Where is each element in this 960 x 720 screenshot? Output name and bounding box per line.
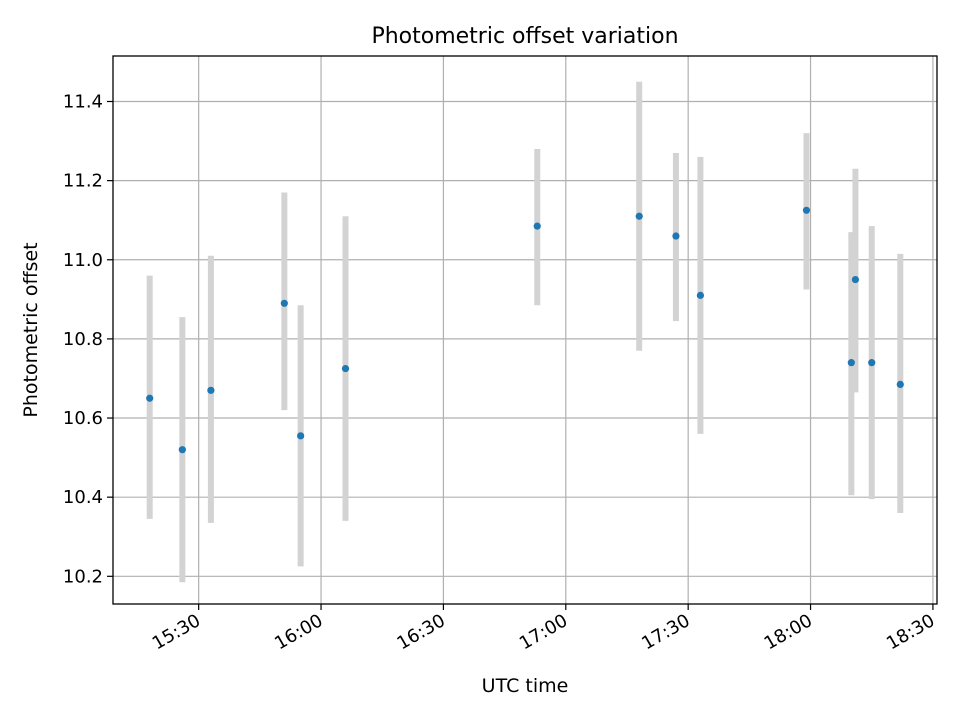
x-axis-label: UTC time — [482, 675, 569, 697]
chart-title: Photometric offset variation — [371, 24, 678, 49]
x-tick-label: 16:00 — [271, 610, 326, 654]
x-tick-label: 18:30 — [883, 610, 938, 654]
y-tick-label: 11.0 — [63, 250, 103, 271]
grid-lines — [113, 56, 937, 604]
x-tick-label: 16:30 — [393, 610, 448, 654]
data-point — [847, 359, 855, 367]
data-point — [146, 394, 154, 402]
data-point — [178, 446, 186, 454]
data-point — [896, 380, 904, 389]
data-points — [146, 206, 904, 454]
data-point — [533, 222, 541, 230]
data-point — [280, 299, 288, 307]
data-point — [851, 275, 860, 284]
y-tick-label: 11.2 — [63, 171, 103, 192]
data-point — [635, 212, 643, 220]
x-tick-label: 17:00 — [516, 610, 571, 654]
x-tick-label: 18:00 — [761, 610, 816, 654]
y-tick-label: 10.8 — [63, 329, 103, 350]
data-point — [868, 359, 876, 367]
data-point — [207, 386, 215, 394]
y-ticks: 10.2 10.4 10.6 10.8 11.0 11.2 11.4 — [63, 92, 113, 587]
data-point — [672, 232, 680, 240]
y-tick-label: 10.6 — [63, 408, 103, 429]
plot-frame — [112, 55, 938, 605]
data-point — [696, 291, 705, 299]
y-tick-label: 10.4 — [63, 487, 103, 508]
y-tick-label: 11.4 — [63, 92, 103, 113]
x-tick-label: 15:30 — [149, 610, 204, 654]
x-ticks: 15:30 16:00 16:30 17:00 17:30 18:00 18:30 — [149, 604, 938, 654]
y-axis-label: Photometric offset — [20, 242, 42, 417]
x-tick-label: 17:30 — [638, 610, 693, 654]
error-bars — [146, 81, 904, 583]
data-point — [297, 432, 305, 440]
data-point — [341, 364, 350, 373]
y-tick-label: 10.2 — [63, 566, 103, 587]
data-point — [802, 206, 811, 214]
